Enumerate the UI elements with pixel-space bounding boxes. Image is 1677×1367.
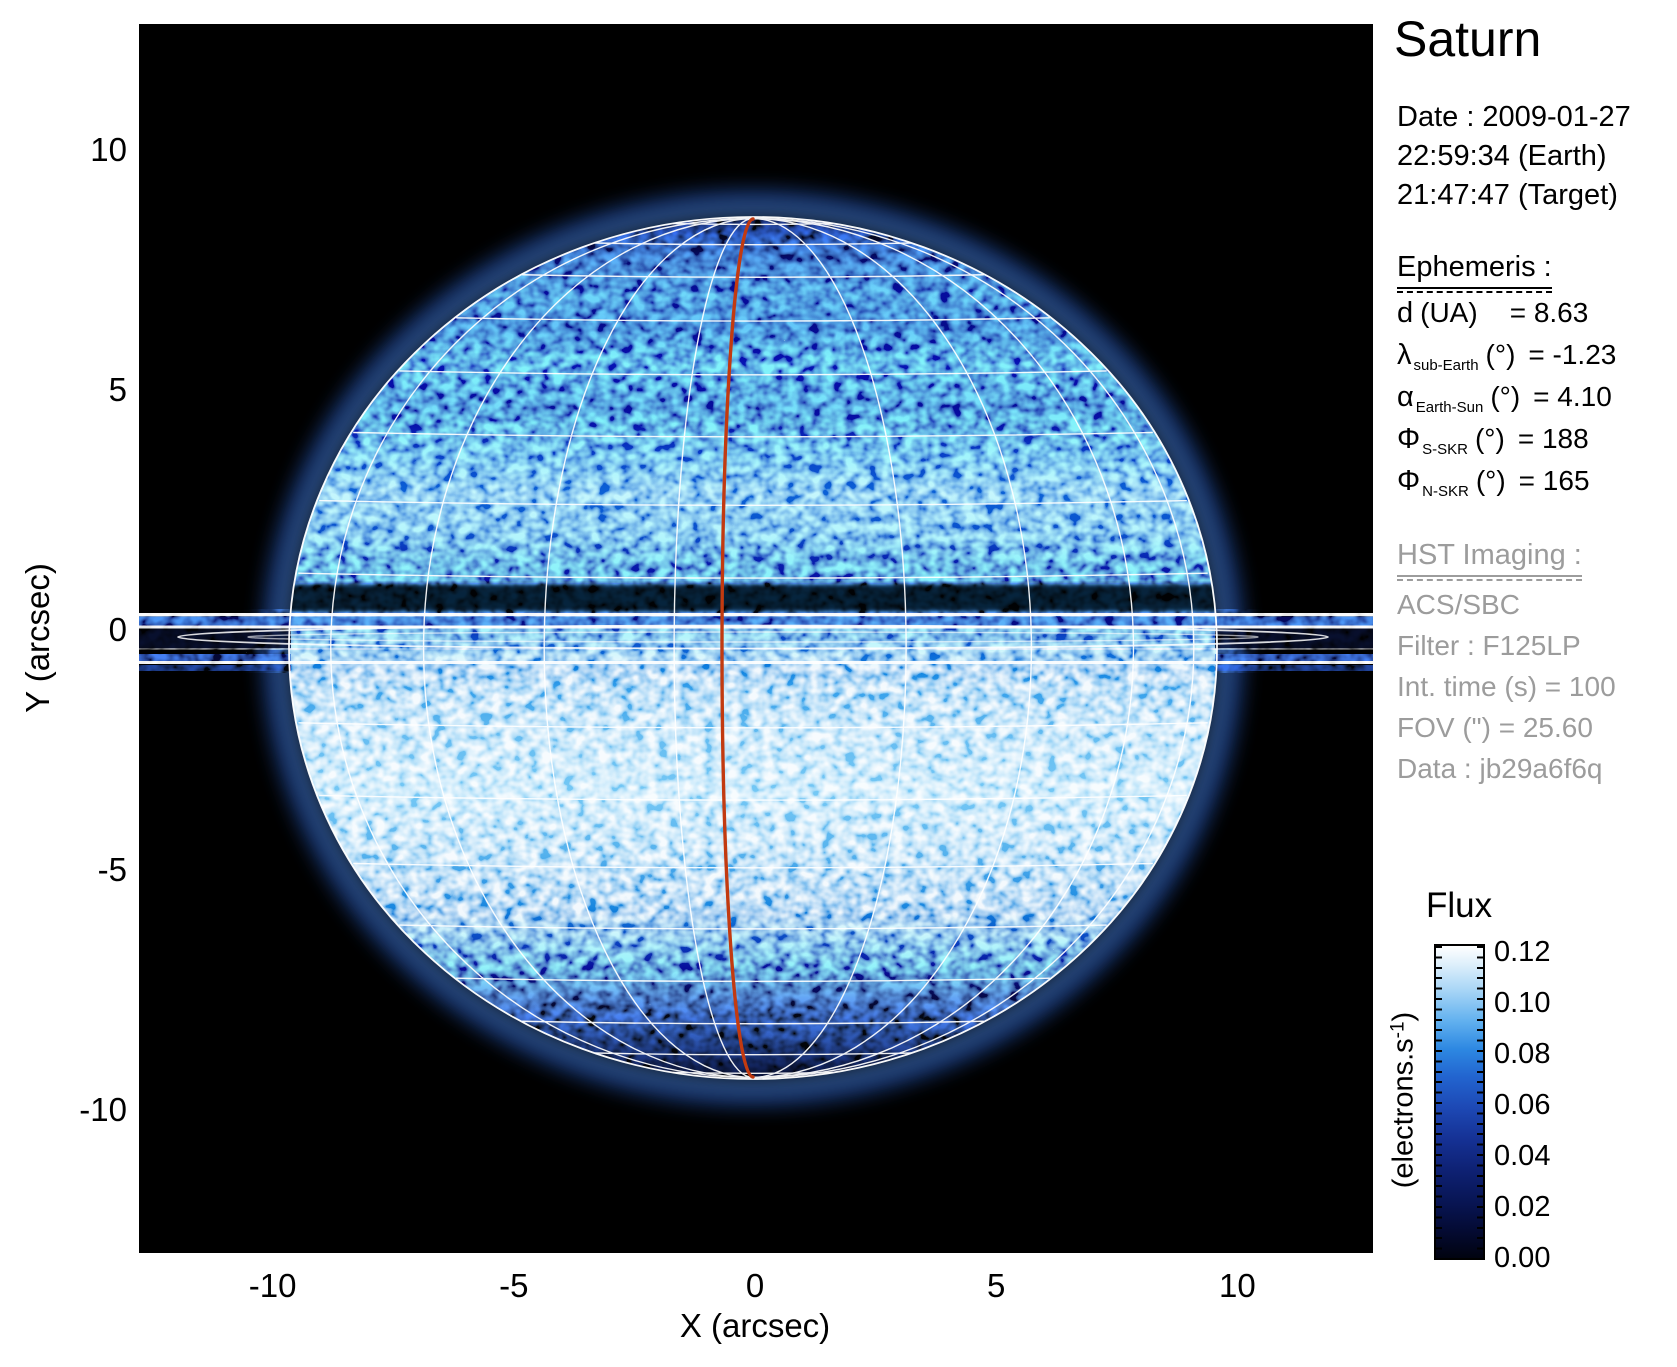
heading-underline	[1397, 579, 1582, 581]
ephemeris-row: λ sub-Earth (°) = -1.23	[1397, 339, 1616, 381]
ephemeris-subscript: S-SKR	[1422, 441, 1468, 458]
latitude-line	[456, 317, 1050, 322]
x-axis-tick: 0	[745, 1267, 765, 1304]
hst-row: Int. time (s) = 100	[1397, 671, 1616, 702]
latitude-line	[319, 499, 1187, 506]
ring-edge-contour-outer	[177, 624, 1329, 650]
hst-rows: ACS/SBC Filter : F125LP Int. time (s) = 10…	[1397, 584, 1616, 789]
longitude-line	[752, 217, 1195, 1079]
colorbar-tick-label: 0.02	[1494, 1191, 1551, 1223]
ephemeris-row: Φ S-SKR (°) = 188	[1397, 423, 1616, 465]
colorbar-tick-label: 0.10	[1494, 987, 1551, 1019]
ephemeris-row: α Earth-Sun (°) = 4.10	[1397, 381, 1616, 423]
ephemeris-unit: (UA)	[1420, 297, 1478, 328]
latitude-line	[595, 1052, 911, 1056]
ephemeris-subscript: Earth-Sun	[1415, 399, 1484, 416]
colorbar-title: Flux	[1426, 886, 1493, 925]
x-axis-label: X (arcsec)	[679, 1307, 831, 1344]
latlon-grid-overlay	[298, 217, 1208, 1079]
planet-limb-outline	[288, 216, 1218, 1080]
colorbar-minor-ticks-left	[1436, 946, 1442, 1258]
ephemeris-symbol: α	[1397, 381, 1414, 413]
colorbar-tick-label: 0.00	[1494, 1242, 1551, 1274]
latitude-line	[353, 431, 1153, 438]
y-axis-tick: -10	[79, 1091, 127, 1128]
observation-date-block: Date : 2009-01-27 22:59:34 (Earth) 21:47:4…	[1397, 98, 1631, 215]
ephemeris-symbol: Φ	[1397, 423, 1421, 455]
ephemeris-subscript: N-SKR	[1422, 483, 1469, 500]
ring-edge-contour-inner	[247, 631, 1259, 643]
hst-row: ACS/SBC	[1397, 589, 1520, 620]
central-meridian-line	[720, 217, 755, 1079]
y-axis-tick: 0	[108, 611, 127, 648]
x-axis-tick: -10	[248, 1267, 297, 1304]
hst-row: Filter : F125LP	[1397, 630, 1581, 661]
ephemeris-symbol: Φ	[1397, 465, 1421, 497]
y-axis-tick: 10	[90, 131, 127, 168]
ephemeris-row: Φ N-SKR (°) = 165	[1397, 465, 1616, 507]
latitude-line	[522, 1020, 984, 1025]
ephemeris-section-heading: Ephemeris :	[1397, 251, 1552, 293]
ephemeris-value: = -1.23	[1528, 339, 1617, 370]
longitude-line	[422, 217, 754, 1079]
latitude-line	[595, 242, 911, 246]
hst-row: Data : jb29a6f6q	[1397, 753, 1603, 784]
hst-section-heading: HST Imaging :	[1397, 539, 1582, 581]
ephemeris-symbol: λ	[1397, 339, 1412, 371]
x-axis-tick: 10	[1219, 1267, 1256, 1304]
latitude-line	[353, 862, 1153, 869]
ephemeris-value: = 188	[1517, 423, 1589, 454]
longitude-line	[543, 217, 754, 1079]
latitude-line	[456, 977, 1050, 983]
colorbar-tick-label: 0.08	[1494, 1038, 1551, 1070]
ephemeris-subscript: sub-Earth	[1413, 357, 1479, 374]
sparkle-noise-layer	[139, 24, 1373, 1253]
colorbar-unit-label: (electrons.s-1)	[1388, 1012, 1421, 1188]
heading-underline	[1397, 291, 1552, 293]
colorbar-tick-label: 0.06	[1494, 1089, 1551, 1121]
ephemeris-heading-text: Ephemeris :	[1397, 251, 1552, 289]
plot-canvas	[139, 24, 1373, 1253]
ephemeris-unit: (°)	[1474, 423, 1505, 454]
date-line: 22:59:34 (Earth)	[1397, 140, 1607, 172]
ephemeris-symbol: d	[1397, 297, 1414, 329]
hst-heading-text: HST Imaging :	[1397, 539, 1582, 577]
latitude-line	[298, 722, 1208, 729]
ephemeris-unit: (°)	[1475, 465, 1506, 496]
ephemeris-value: = 165	[1518, 465, 1590, 496]
longitude-line	[673, 217, 754, 1079]
y-axis-tick: 5	[108, 371, 127, 408]
hst-row: FOV (") = 25.60	[1397, 712, 1593, 743]
longitude-line	[752, 217, 1135, 1079]
date-line: Date : 2009-01-27	[1397, 101, 1631, 133]
ephemeris-unit: (°)	[1490, 381, 1521, 412]
date-line: 21:47:47 (Target)	[1397, 179, 1618, 211]
y-axis-label: Y (arcsec)	[19, 563, 56, 713]
colorbar-tick-label: 0.12	[1494, 936, 1551, 968]
x-axis-tick: 5	[987, 1267, 1006, 1304]
ephemeris-unit: (°)	[1485, 339, 1516, 370]
colorbar-minor-ticks-right	[1477, 946, 1483, 1258]
longitude-line	[330, 217, 754, 1079]
colorbar	[1434, 944, 1485, 1260]
saturn-image	[139, 24, 1373, 1253]
page-title: Saturn	[1394, 11, 1542, 67]
colorbar-unit-superscript: -1	[1387, 1021, 1409, 1039]
ephemeris-value: = 8.63	[1509, 297, 1589, 328]
colorbar-tick-label: 0.04	[1494, 1140, 1551, 1172]
longitude-line	[752, 217, 1033, 1079]
x-axis-tick: -5	[499, 1267, 529, 1304]
latitude-line	[399, 924, 1107, 930]
y-axis-tick: -5	[97, 851, 127, 888]
ephemeris-value: = 4.10	[1533, 381, 1612, 412]
longitude-line	[752, 217, 907, 1079]
colorbar-unit-suffix: )	[1387, 1011, 1420, 1022]
latitude-line	[298, 572, 1208, 579]
colorbar-unit-prefix: (electrons.s	[1387, 1038, 1420, 1189]
ephemeris-row: d (UA) = 8.63	[1397, 297, 1616, 339]
ephemeris-rows: d (UA) = 8.63 λ sub-Earth (°) = -1.23 α Earth-Su…	[1397, 297, 1616, 507]
latitude-line	[522, 274, 984, 278]
